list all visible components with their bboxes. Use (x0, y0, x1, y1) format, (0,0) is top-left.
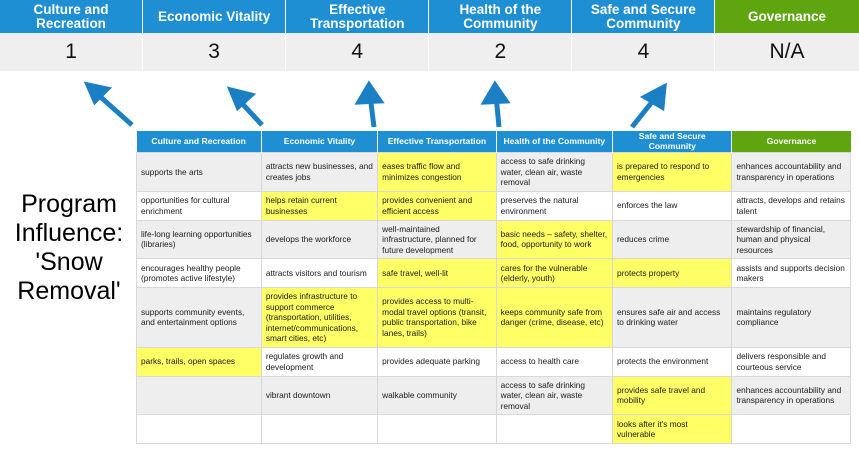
arrow-to-effective-transportation (354, 80, 385, 128)
matrix-header-cell: Health of the Community (496, 131, 613, 153)
scorecard-score-row: 1 3 4 2 4 N/A (0, 33, 859, 71)
matrix-cell: eases traffic flow and minimizes congest… (377, 152, 497, 192)
matrix-cell: provides safe travel and mobility (611, 375, 733, 415)
arrow-to-economic-vitality (226, 86, 264, 127)
matrix-cell: provides infrastructure to support comme… (260, 287, 379, 348)
program-label-line-2: Influence: (14, 219, 124, 247)
matrix-cell: well-maintained infrastructure, planned … (377, 219, 497, 259)
matrix-cell: enforces the law (611, 190, 733, 221)
matrix-cell: ensures safe air and access to drinking … (611, 287, 733, 348)
matrix-body: supports the arts attracts new businesses… (136, 152, 851, 444)
matrix-cell: looks after it's most vulnerable (611, 414, 733, 444)
matrix-cell (136, 414, 262, 444)
matrix-cell: helps retain current businesses (260, 190, 379, 221)
matrix-cell: supports community events, and entertain… (136, 287, 262, 348)
matrix-cell: vibrant downtown (260, 375, 379, 415)
matrix-cell: assists and supports decision makers (731, 258, 851, 288)
matrix-header-cell: Effective Transportation (377, 131, 497, 153)
matrix-cell: enhances accountability and transparency… (731, 152, 851, 192)
matrix-cell: parks, trails, open spaces (136, 346, 262, 377)
matrix-cell: enhances accountability and transparency… (731, 375, 851, 415)
matrix-cell: delivers responsible and courteous servi… (731, 346, 851, 377)
matrix-cell (136, 375, 262, 415)
matrix-header-cell: Economic Vitality (261, 131, 379, 153)
scorecard-score-cell: 4 (286, 33, 430, 71)
matrix-cell: access to health care (495, 346, 613, 377)
scorecard-header-cell: Governance (715, 0, 859, 33)
matrix-cell: cares for the vulnerable (elderly, youth… (495, 258, 613, 288)
matrix-cell: basic needs – safety, shelter, food, opp… (495, 219, 613, 259)
table-row: vibrant downtown walkable community access… (136, 375, 851, 415)
matrix-cell: life-long learning opportunities (librar… (136, 219, 262, 259)
matrix-cell: access to safe drinking water, clean air… (495, 152, 613, 192)
matrix-cell: keeps community safe from danger (crime,… (495, 287, 613, 348)
table-row: encourages healthy people (promotes acti… (136, 258, 851, 288)
influence-matrix-table: Culture and Recreation Economic Vitality E… (136, 131, 851, 444)
program-influence-label: Program Influence: 'Snow Removal' (6, 190, 132, 306)
arrow-to-culture-and-recreation (83, 81, 134, 127)
arrow-group (83, 80, 667, 129)
program-label-line-3: 'Snow (35, 248, 103, 276)
matrix-cell: reduces crime (611, 219, 733, 259)
matrix-cell: supports the arts (136, 152, 262, 192)
matrix-header-row: Culture and Recreation Economic Vitality E… (136, 131, 851, 153)
table-row: supports the arts attracts new businesses… (136, 152, 851, 192)
program-label-line-1: Program (21, 190, 117, 218)
matrix-cell: safe travel, well-lit (377, 258, 497, 288)
scorecard-score-cell: 4 (572, 33, 716, 71)
scorecard-score-cell: 2 (429, 33, 573, 71)
matrix-cell: attracts visitors and tourism (260, 258, 379, 288)
scorecard-header-cell: Effective Transportation (286, 0, 430, 33)
matrix-cell: regulates growth and development (260, 346, 379, 377)
matrix-cell: provides adequate parking (377, 346, 497, 377)
table-row: opportunities for cultural enrichment hel… (136, 190, 851, 221)
scorecard-header-cell: Economic Vitality (143, 0, 287, 33)
matrix-cell: attracts new businesses, and creates job… (260, 152, 379, 192)
matrix-header-cell: Culture and Recreation (136, 131, 262, 153)
scorecard-header-row: Culture and Recreation Economic Vitality E… (0, 0, 859, 33)
scorecard-divider (0, 71, 859, 75)
table-row: supports community events, and entertain… (136, 287, 851, 348)
matrix-cell: protects property (611, 258, 733, 288)
table-row: looks after it's most vulnerable (136, 414, 851, 444)
matrix-cell (260, 414, 379, 444)
matrix-cell (495, 414, 613, 444)
arrow-to-health-of-the-community (480, 80, 511, 128)
arrow-to-safe-and-secure-community (630, 82, 667, 129)
matrix-cell: provides access to multi-modal travel op… (377, 287, 497, 348)
matrix-cell: opportunities for cultural enrichment (136, 190, 262, 221)
matrix-cell (377, 414, 497, 444)
matrix-cell: develops the workforce (260, 219, 379, 259)
matrix-cell: preserves the natural environment (495, 190, 613, 221)
program-label-line-4: Removal' (17, 277, 121, 305)
matrix-cell: stewardship of financial, human and phys… (731, 219, 851, 259)
table-row: life-long learning opportunities (librar… (136, 219, 851, 259)
matrix-cell: is prepared to respond to emergencies (611, 152, 733, 192)
matrix-header-cell: Safe and Secure Community (612, 131, 733, 153)
scorecard-score-cell: N/A (715, 33, 859, 71)
matrix-cell: maintains regulatory compliance (731, 287, 851, 348)
matrix-header-cell: Governance (731, 131, 851, 153)
strategic-priorities-scorecard: Culture and Recreation Economic Vitality E… (0, 0, 859, 75)
scorecard-header-cell: Safe and Secure Community (572, 0, 716, 33)
matrix-cell: attracts, develops and retains talent (731, 190, 851, 221)
matrix-cell (731, 414, 851, 444)
matrix-cell: encourages healthy people (promotes acti… (136, 258, 262, 288)
scorecard-header-cell: Health of the Community (429, 0, 573, 33)
matrix-cell: walkable community (377, 375, 497, 415)
matrix-cell: protects the environment (611, 346, 733, 377)
scorecard-score-cell: 1 (0, 33, 144, 71)
matrix-cell: provides convenient and efficient access (377, 190, 497, 221)
scorecard-header-cell: Culture and Recreation (0, 0, 144, 33)
matrix-cell: access to safe drinking water, clean air… (495, 375, 613, 415)
scorecard-score-cell: 3 (143, 33, 287, 71)
table-row: parks, trails, open spaces regulates grow… (136, 346, 851, 377)
